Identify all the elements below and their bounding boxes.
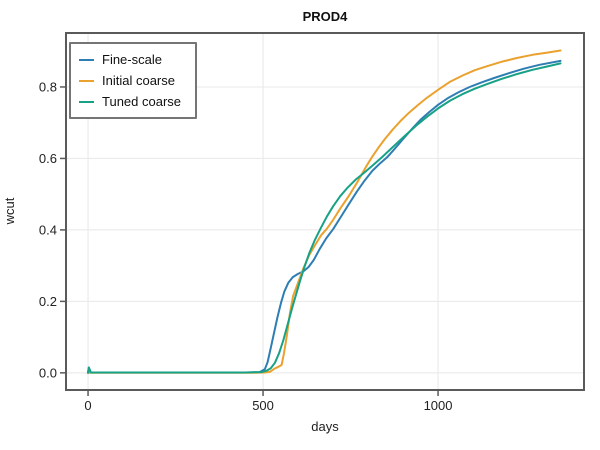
x-axis-label: days [311,419,339,434]
x-tick-label: 0 [84,398,91,413]
y-tick-label: 0.2 [39,294,57,309]
legend-label: Fine-scale [102,52,162,67]
legend-line-swatch-icon [79,79,94,82]
legend: Fine-scale Initial coarse Tuned coarse [69,42,197,119]
legend-line-swatch-icon [79,100,94,103]
y-tick-label: 0.0 [39,365,57,380]
legend-line-swatch-icon [79,58,94,61]
y-tick-label: 0.6 [39,151,57,166]
series-line-initial-coarse [87,49,562,374]
chart-title: PROD4 [302,9,348,24]
legend-label: Tuned coarse [102,94,182,109]
y-axis-label: wcut [2,197,17,225]
legend-item: Initial coarse [79,70,195,91]
legend-label: Initial coarse [102,73,175,88]
y-tick-label: 0.4 [39,222,57,237]
x-tick-label: 500 [252,398,274,413]
x-tick-label: 1000 [424,398,453,413]
plot-frame [65,32,585,391]
legend-item: Fine-scale [79,49,195,70]
legend-item: Tuned coarse [79,91,195,112]
y-tick-label: 0.8 [39,79,57,94]
series-line-tuned-coarse [87,62,562,374]
